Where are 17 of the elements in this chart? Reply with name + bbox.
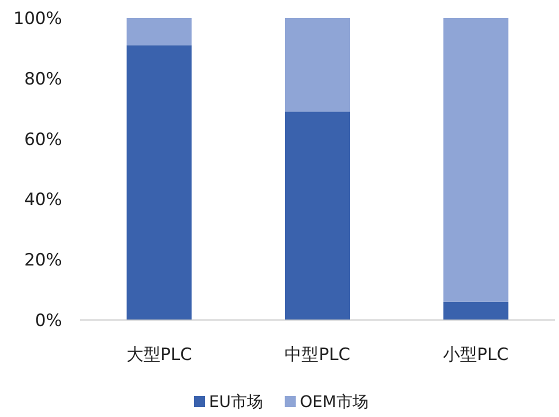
bar [126, 18, 192, 46]
y-tick-label: 40% [24, 190, 62, 210]
bar [285, 112, 350, 320]
y-tick-label: 80% [24, 69, 62, 90]
bar [126, 45, 192, 320]
x-tick-label: 大型PLC [126, 345, 192, 365]
y-tick-label: 100% [13, 9, 62, 29]
y-tick-label: 60% [24, 130, 62, 150]
x-tick-label: 中型PLC [284, 345, 350, 365]
bar [443, 18, 508, 302]
legend-label: EU市场 [209, 392, 263, 411]
bar [285, 18, 350, 112]
y-tick-label: 20% [24, 250, 62, 271]
x-tick-label: 小型PLC [443, 345, 509, 365]
y-tick-label: 0% [35, 311, 62, 331]
legend-label: OEM市场 [300, 392, 368, 411]
bar [443, 302, 508, 320]
